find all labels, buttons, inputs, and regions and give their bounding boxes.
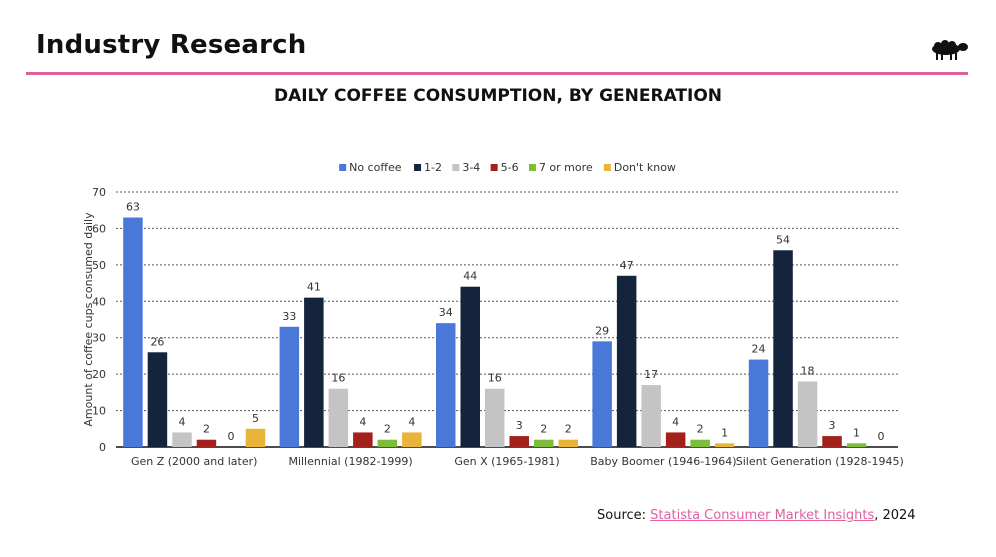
y-tick-label: 60 xyxy=(92,222,106,235)
data-label: 4 xyxy=(408,415,415,428)
data-label: 3 xyxy=(829,419,836,432)
bar xyxy=(616,275,637,447)
data-label: 1 xyxy=(721,426,728,439)
data-label: 18 xyxy=(801,364,815,377)
y-tick-label: 70 xyxy=(92,186,106,199)
bar xyxy=(714,443,735,447)
bar xyxy=(822,436,842,447)
data-label: 17 xyxy=(644,368,658,381)
data-label: 4 xyxy=(178,415,185,428)
legend-swatch xyxy=(452,164,460,171)
bar xyxy=(592,341,612,447)
data-label: 54 xyxy=(776,233,790,246)
x-tick-label: Gen X (1965-1981) xyxy=(454,455,559,468)
legend-label: No coffee xyxy=(349,161,402,174)
bar xyxy=(534,439,554,447)
chart-title: DAILY COFFEE CONSUMPTION, BY GENERATION xyxy=(273,86,723,106)
bar xyxy=(353,432,373,447)
x-tick-label: Gen Z (2000 and later) xyxy=(131,455,257,468)
bar xyxy=(846,443,867,447)
source-link[interactable]: Statista Consumer Market Insights xyxy=(650,508,875,523)
data-label: 2 xyxy=(565,423,572,436)
legend-label: 5-6 xyxy=(501,161,519,174)
bar xyxy=(279,326,300,447)
legend-swatch xyxy=(414,164,422,171)
data-label: 16 xyxy=(488,372,502,385)
y-tick-label: 30 xyxy=(92,332,106,345)
bar xyxy=(509,436,529,447)
bar xyxy=(304,297,324,447)
bar xyxy=(748,359,769,447)
data-label: 2 xyxy=(384,423,391,436)
data-label: 34 xyxy=(439,306,453,319)
legend-swatch xyxy=(339,164,347,171)
bar xyxy=(641,385,661,447)
y-axis-label: Amount of coffee cups consumed daily xyxy=(82,212,95,427)
data-label: 26 xyxy=(150,335,164,348)
bar xyxy=(436,323,456,447)
data-label: 2 xyxy=(540,423,547,436)
data-label: 5 xyxy=(252,412,259,425)
bar xyxy=(665,432,686,447)
legend-swatch xyxy=(490,164,498,171)
data-label: 16 xyxy=(331,372,345,385)
bar xyxy=(485,388,505,447)
bar xyxy=(196,439,217,447)
y-tick-label: 10 xyxy=(92,405,106,418)
data-label: 2 xyxy=(697,423,704,436)
bar xyxy=(402,432,422,447)
y-tick-label: 20 xyxy=(92,368,106,381)
data-label: 3 xyxy=(516,419,523,432)
legend-swatch xyxy=(528,164,536,171)
legend-label: 1-2 xyxy=(424,161,442,174)
bar xyxy=(147,352,168,447)
data-label: 29 xyxy=(595,324,609,337)
bar xyxy=(245,428,266,447)
data-label: 47 xyxy=(620,259,634,272)
y-tick-label: 40 xyxy=(92,295,106,308)
data-label: 24 xyxy=(752,343,766,356)
bar xyxy=(377,439,398,447)
data-label: 0 xyxy=(878,430,885,443)
x-tick-label: Millennial (1982-1999) xyxy=(288,455,412,468)
data-label: 1 xyxy=(853,426,860,439)
source-suffix: , 2024 xyxy=(874,508,916,523)
bar xyxy=(460,286,480,447)
source-prefix: Source: xyxy=(597,508,651,523)
header-divider xyxy=(26,72,968,75)
data-label: 0 xyxy=(227,430,234,443)
data-label: 63 xyxy=(126,201,140,214)
legend-swatch xyxy=(603,164,611,171)
data-label: 44 xyxy=(463,270,477,283)
bar xyxy=(690,439,710,447)
data-label: 4 xyxy=(359,415,366,428)
bar xyxy=(328,388,349,447)
data-label: 4 xyxy=(672,415,679,428)
bar xyxy=(172,432,192,447)
legend-label: 3-4 xyxy=(462,161,480,174)
data-label: 2 xyxy=(203,423,210,436)
bar xyxy=(558,439,578,447)
bar xyxy=(773,250,793,447)
x-tick-label: Baby Boomer (1946-1964) xyxy=(590,455,736,468)
bar xyxy=(797,381,818,447)
legend-label: Don't know xyxy=(614,161,676,174)
source-note: Source: Statista Consumer Market Insight… xyxy=(597,508,916,523)
x-tick-label: Silent Generation (1928-1945) xyxy=(736,455,904,468)
data-label: 33 xyxy=(282,310,296,323)
legend-label: 7 or more xyxy=(539,161,593,174)
y-tick-label: 50 xyxy=(92,259,106,272)
data-label: 41 xyxy=(307,281,321,294)
sheep-logo-icon xyxy=(932,40,968,60)
bar xyxy=(123,217,143,447)
page-title: Industry Research xyxy=(36,30,307,60)
y-tick-label: 0 xyxy=(99,441,106,454)
